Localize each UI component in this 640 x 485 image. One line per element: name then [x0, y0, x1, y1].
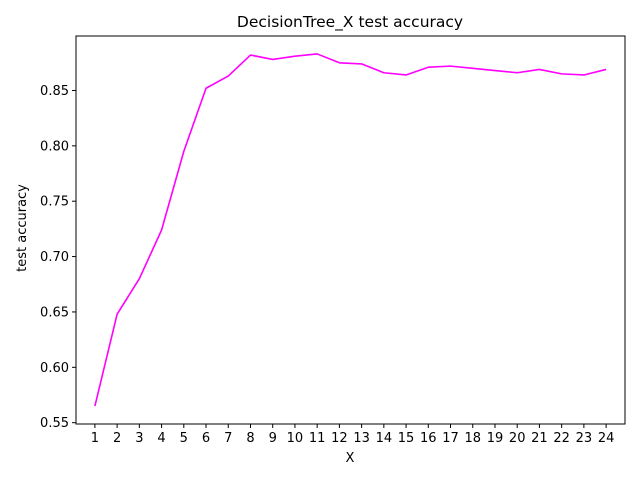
x-axis-label: X [346, 451, 355, 466]
x-tick-label: 5 [180, 431, 188, 446]
y-tick-label: 0.70 [40, 250, 69, 265]
x-tick-label: 21 [531, 431, 548, 446]
x-tick-label: 23 [576, 431, 593, 446]
x-tick-label: 14 [376, 431, 393, 446]
x-tick-label: 10 [287, 431, 304, 446]
x-tick-label: 12 [331, 431, 348, 446]
x-tick-label: 17 [442, 431, 459, 446]
x-tick-label: 9 [269, 431, 277, 446]
y-tick-label: 0.85 [40, 84, 69, 99]
y-axis-label: test accuracy [15, 184, 30, 272]
chart-title: DecisionTree_X test accuracy [237, 13, 463, 32]
y-tick-label: 0.75 [40, 195, 69, 210]
x-tick-label: 6 [202, 431, 210, 446]
x-tick-label: 11 [309, 431, 326, 446]
x-tick-label: 16 [420, 431, 437, 446]
y-tick-label: 0.80 [40, 139, 69, 154]
x-tick-label: 18 [464, 431, 481, 446]
x-tick-label: 2 [113, 431, 121, 446]
x-tick-label: 19 [487, 431, 504, 446]
y-tick-label: 0.55 [40, 416, 69, 431]
x-tick-label: 13 [353, 431, 370, 446]
x-tick-label: 3 [135, 431, 143, 446]
x-tick-label: 22 [553, 431, 570, 446]
plot-frame [75, 35, 626, 425]
y-tick-label: 0.65 [40, 305, 69, 320]
x-tick-label: 15 [398, 431, 415, 446]
x-tick-label: 1 [91, 431, 99, 446]
series-line-0 [94, 53, 607, 407]
plot-area: 1 2 3 4 5 6 7 8 9 10 11 12 13 14 15 16 17 18 19 20 21 22 23 240… [40, 35, 626, 446]
x-tick-label: 8 [246, 431, 254, 446]
x-tick-label: 7 [224, 431, 232, 446]
y-tick-label: 0.60 [40, 361, 69, 376]
x-tick-label: 20 [509, 431, 526, 446]
x-tick-label: 24 [598, 431, 615, 446]
x-tick-label: 4 [157, 431, 165, 446]
